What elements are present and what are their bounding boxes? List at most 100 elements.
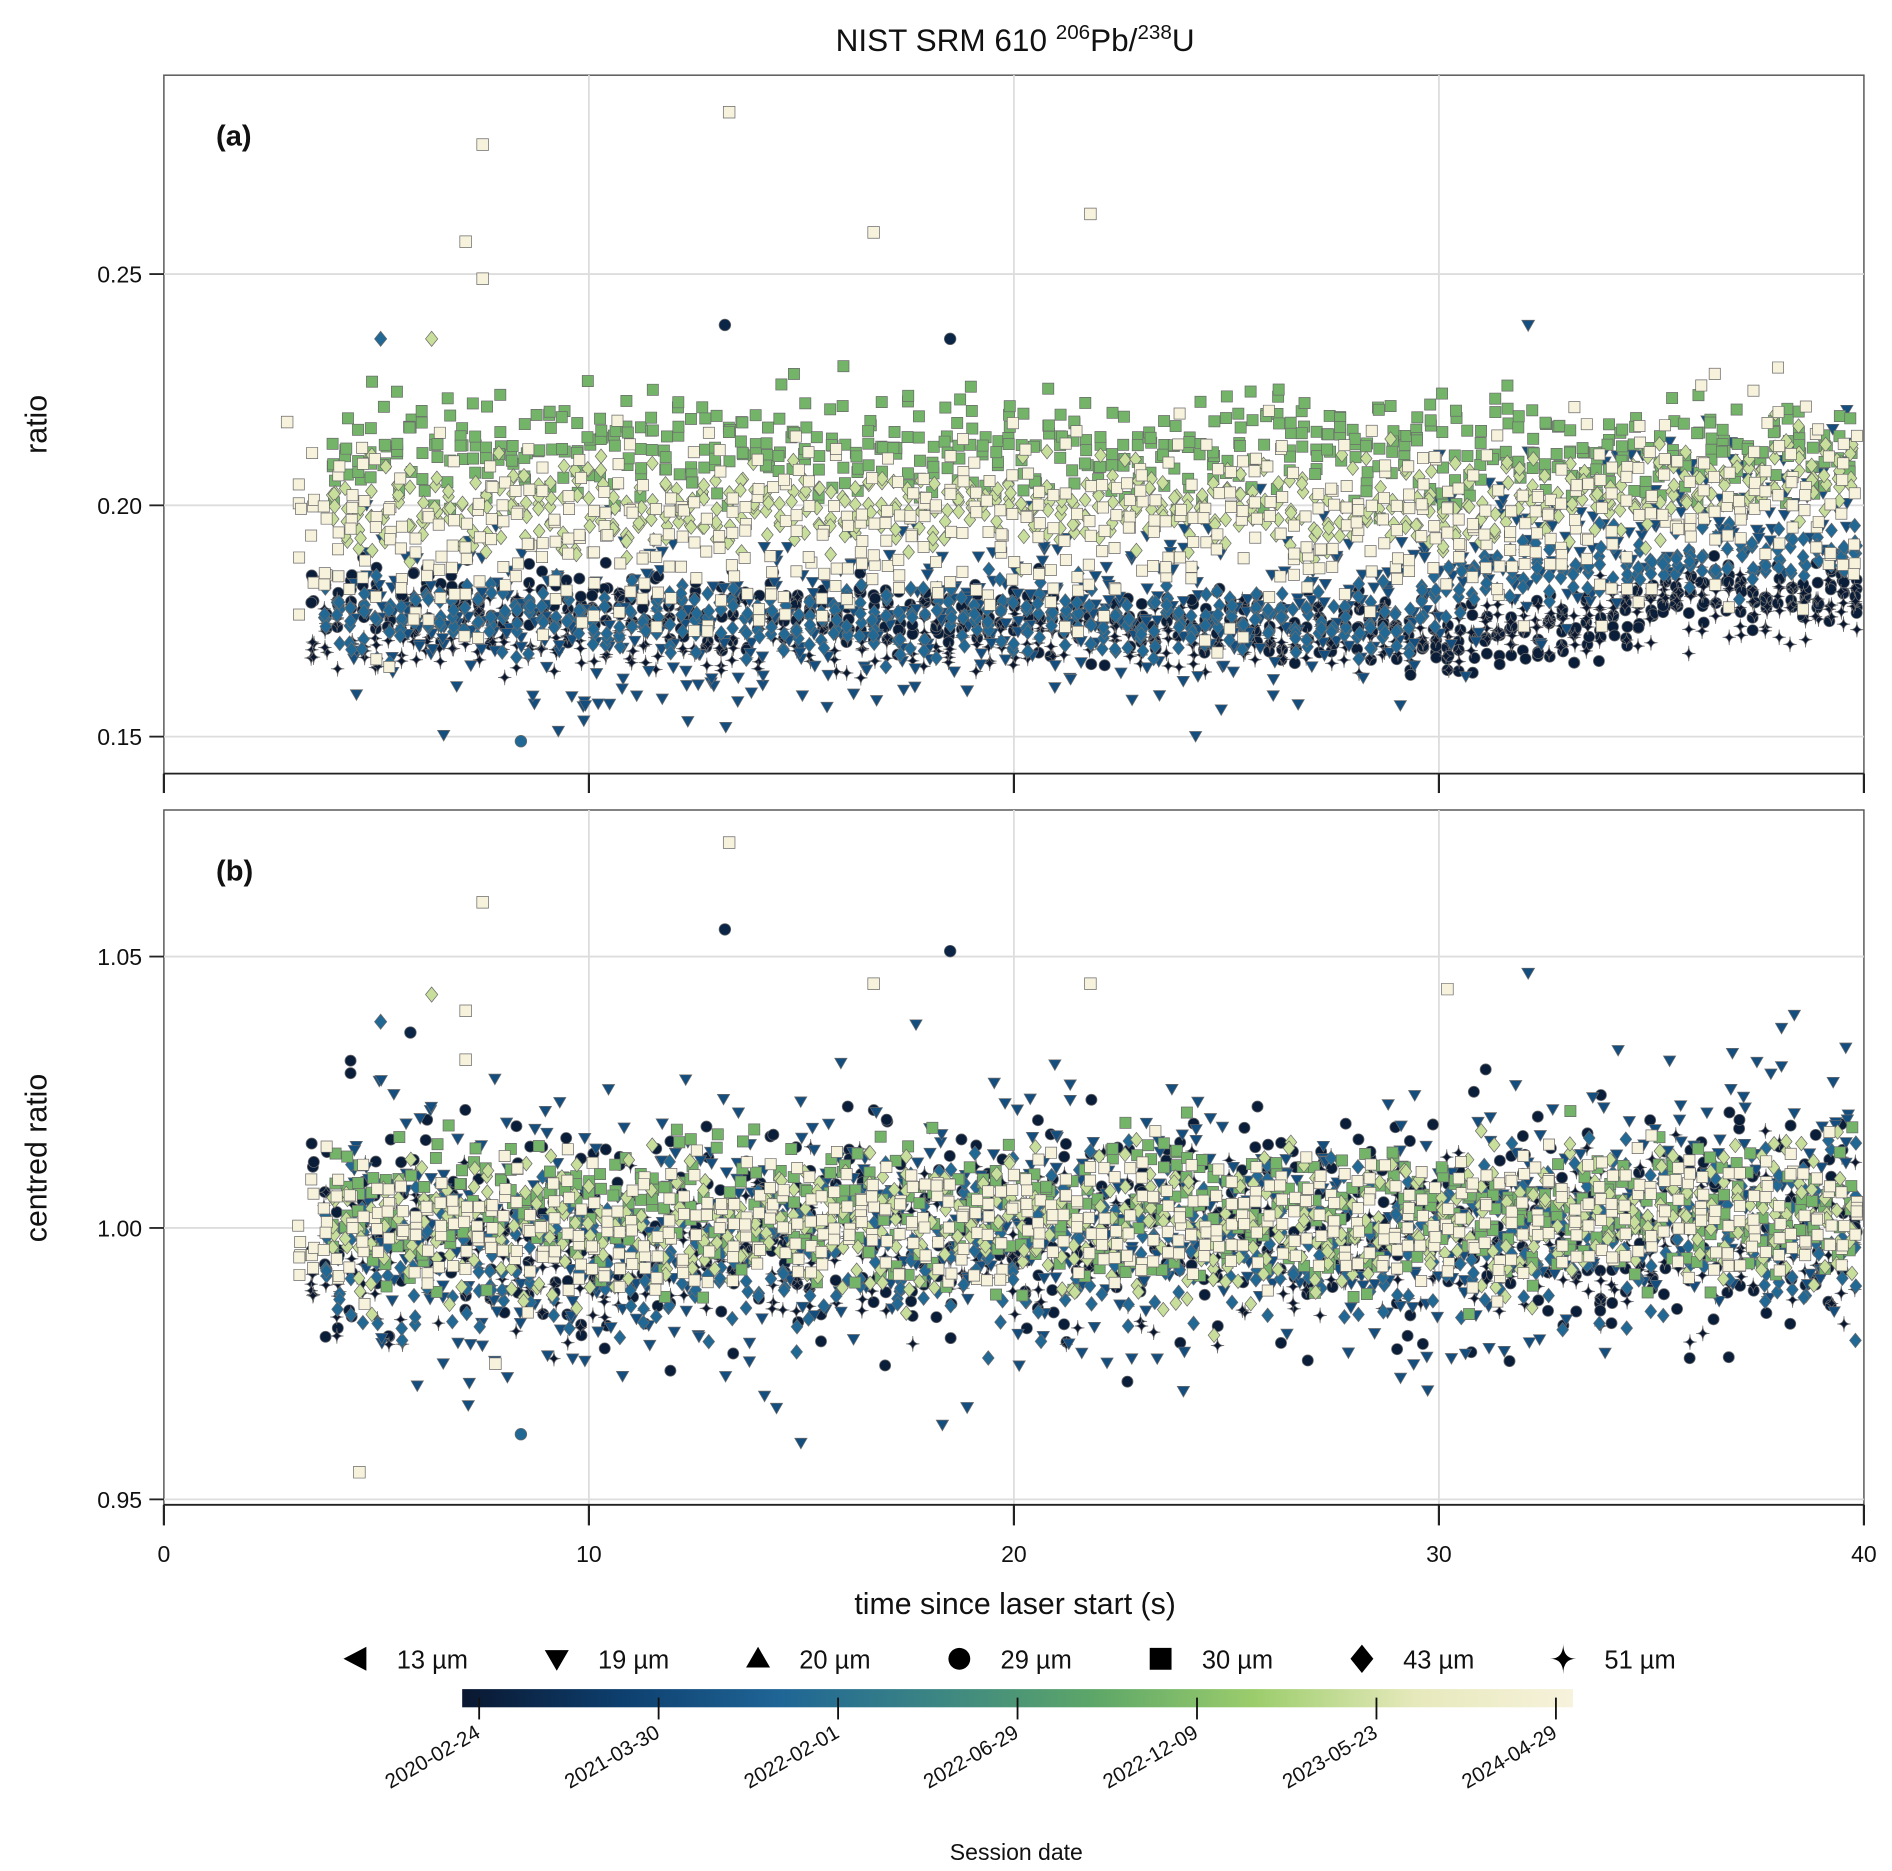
- data-point: [536, 484, 549, 497]
- data-point: [1671, 455, 1684, 468]
- data-point: [1733, 495, 1746, 508]
- data-point: [356, 441, 369, 454]
- data-point: [369, 521, 382, 533]
- data-point: [665, 492, 678, 505]
- data-point: [711, 487, 724, 500]
- data-point: [1576, 442, 1589, 455]
- data-point: [1697, 512, 1710, 525]
- data-point: [675, 560, 687, 573]
- data-point: [1200, 536, 1213, 549]
- data-point: [713, 542, 726, 554]
- data-point: [1620, 494, 1633, 507]
- data-point: [613, 606, 626, 619]
- data-point: [1656, 508, 1669, 521]
- data-point: [1098, 524, 1111, 537]
- data-point: [725, 559, 738, 572]
- data-point: [394, 472, 407, 485]
- data-point: [1300, 541, 1313, 554]
- data-point: [1273, 417, 1286, 430]
- data-point: [824, 403, 837, 416]
- data-point: [573, 528, 586, 541]
- data-point: [1312, 502, 1325, 515]
- data-point: [530, 408, 543, 421]
- data-point: [1430, 651, 1443, 664]
- data-point: [588, 504, 600, 517]
- data-point: [1848, 538, 1860, 551]
- data-point: [1824, 498, 1837, 511]
- data-point: [867, 549, 880, 562]
- data-point: [1003, 400, 1016, 413]
- data-point: [1436, 426, 1449, 439]
- data-point: [1301, 1354, 1314, 1367]
- outlier-point: [867, 226, 880, 239]
- data-point: [444, 409, 457, 422]
- data-point: [1262, 1138, 1275, 1151]
- data-point: [1784, 1317, 1797, 1330]
- data-point: [837, 461, 850, 474]
- data-point: [1730, 403, 1743, 416]
- data-point: [1555, 497, 1567, 510]
- panel-a-tag: (a): [216, 121, 252, 153]
- data-point: [1746, 624, 1759, 637]
- data-point: [686, 476, 699, 489]
- data-point: [966, 422, 979, 435]
- data-point: [484, 460, 497, 473]
- data-point: [469, 430, 482, 443]
- data-point: [1309, 468, 1322, 480]
- data-point: [779, 515, 792, 527]
- data-point: [346, 501, 359, 514]
- data-point: [1360, 440, 1372, 453]
- data-point: [1006, 508, 1019, 520]
- data-point: [1326, 542, 1339, 555]
- data-point: [855, 508, 868, 521]
- data-point: [494, 426, 507, 439]
- data-point: [548, 574, 561, 587]
- data-point: [1314, 543, 1327, 556]
- data-point: [1326, 560, 1339, 573]
- data-point: [1198, 1288, 1211, 1301]
- data-point: [1453, 551, 1466, 564]
- data-point: [1234, 421, 1247, 434]
- data-point: [1187, 536, 1200, 549]
- data-point: [1223, 622, 1236, 635]
- data-point: [1403, 554, 1416, 567]
- data-point: [496, 499, 509, 512]
- data-point: [1264, 496, 1277, 508]
- data-point: [1084, 529, 1097, 542]
- data-point: [1301, 581, 1314, 594]
- data-point: [1310, 425, 1323, 438]
- data-point: [1415, 530, 1428, 543]
- data-point: [1644, 1114, 1657, 1127]
- data-point: [1208, 415, 1221, 428]
- data-point: [1538, 458, 1551, 471]
- data-point: [460, 552, 473, 565]
- data-point: [1386, 445, 1399, 458]
- data-point: [700, 1120, 713, 1133]
- data-point: [840, 593, 853, 606]
- data-point: [1058, 1318, 1070, 1331]
- data-point: [1670, 592, 1684, 609]
- data-point: [1296, 440, 1309, 453]
- data-point: [862, 459, 875, 472]
- data-point: [1550, 447, 1563, 460]
- data-point: [869, 592, 882, 605]
- data-point: [726, 526, 739, 539]
- data-point: [1272, 383, 1285, 396]
- data-point: [1236, 505, 1249, 517]
- data-point: [1313, 562, 1326, 575]
- data-point: [1148, 514, 1161, 527]
- data-point: [1311, 450, 1324, 462]
- data-point: [880, 534, 893, 547]
- panel-a-yticks: 0.150.200.25: [97, 262, 164, 750]
- data-point: [1723, 466, 1736, 479]
- data-point: [1810, 541, 1823, 554]
- data-point: [1364, 605, 1376, 618]
- data-point: [1339, 1117, 1352, 1130]
- data-point: [1185, 478, 1198, 491]
- data-point: [1731, 438, 1744, 450]
- data-point: [318, 578, 331, 591]
- data-point: [696, 401, 709, 414]
- data-point: [1244, 385, 1257, 398]
- data-point: [587, 609, 600, 622]
- data-point: [701, 625, 714, 638]
